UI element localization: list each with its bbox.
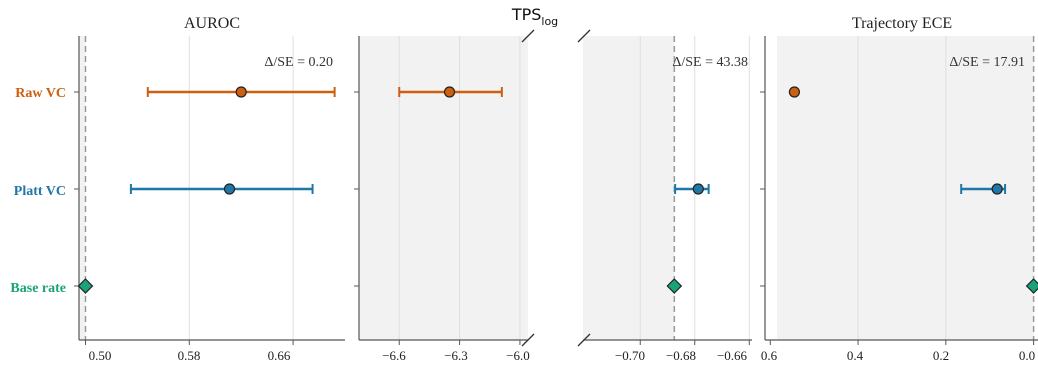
tick-label-tps-left-2: −6.0 (506, 348, 530, 363)
panel-title-auroc: AUROC (184, 15, 240, 32)
axis-break-mark-bottom-left (521, 333, 535, 347)
data-marks (77, 86, 1038, 294)
tick-label-ece-0: 0.6 (761, 348, 778, 363)
point-ece-base-rate (1025, 278, 1038, 294)
shade-auroc-below-base (79, 36, 86, 340)
tick-label-ece-2: 0.2 (933, 348, 949, 363)
point-ece-platt-vc (991, 183, 1003, 195)
tick-label-tps-left-0: −6.6 (382, 348, 406, 363)
point-auroc-raw-vc (235, 86, 247, 98)
point-tps_right-base-rate (666, 278, 683, 294)
tps-title-subscript: log (541, 15, 558, 28)
tick-label-tps-right-2: −0.66 (717, 348, 748, 363)
tick-label-ece-3: 0.0 (1019, 348, 1035, 363)
panel-title-trajectory-ece: Trajectory ECE (852, 15, 952, 32)
annotation-ece: Δ/SE = 17.91 (949, 55, 1025, 70)
tick-label-tps-right-0: −0.70 (615, 348, 645, 363)
tick-label-auroc-2: 0.66 (268, 348, 291, 363)
tick-label-tps-left-1: −6.3 (444, 348, 468, 363)
point-tps_left-raw-vc (443, 86, 456, 98)
annotation-auroc: Δ/SE = 0.20 (264, 55, 333, 70)
point-auroc-platt-vc (223, 183, 236, 195)
tick-label-auroc-0: 0.50 (89, 348, 112, 363)
annotation-tps: Δ/SE = 43.38 (672, 55, 748, 70)
gridlines (188, 36, 947, 340)
tick-label-ece-1: 0.4 (847, 348, 864, 363)
category-label-platt-vc: Platt VC (14, 184, 66, 199)
point-auroc-base-rate (77, 278, 94, 294)
tick-label-tps-right-1: −0.68 (666, 348, 696, 363)
category-label-base-rate: Base rate (10, 281, 66, 296)
tps-title-main: TPS (511, 5, 542, 24)
panel-title-tps-log: TPSlog (511, 5, 558, 28)
axis-break-mark-top-right (577, 29, 591, 43)
axes (78, 29, 1038, 347)
axis-break-mark-bottom-right (577, 333, 591, 347)
tick-labels: 0.50 0.58 0.66 −6.6 −6.3 −6.0 −0.70 −0.6… (89, 348, 1036, 363)
point-ece-raw-vc (788, 86, 801, 98)
ticks (74, 91, 1035, 345)
point-tps_right-platt-vc (692, 183, 704, 195)
shade-tps-right-below-base (583, 36, 675, 340)
axis-break-mark-top-left (521, 29, 535, 43)
tick-label-auroc-1: 0.58 (178, 348, 201, 363)
shade-tps-left (359, 36, 528, 340)
category-label-raw-vc: Raw VC (15, 86, 66, 101)
